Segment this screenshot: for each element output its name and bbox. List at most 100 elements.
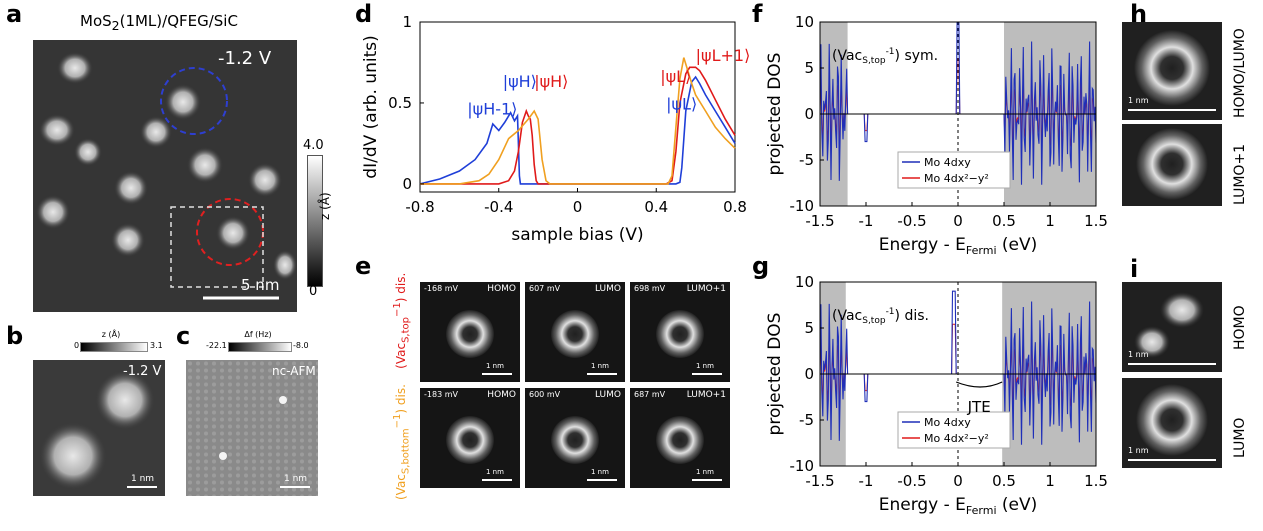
stm-tile-e-1-0: -183 mV HOMO 1 nm xyxy=(420,388,520,488)
series-line-d-0 xyxy=(419,75,736,185)
annotation-g: (VacS,top-1) dis. xyxy=(832,307,929,326)
stm-image-b-svg xyxy=(39,370,157,490)
panel-label-a: a xyxy=(6,0,23,28)
sim-image-i-top: 1 nm xyxy=(1122,282,1222,372)
stm-tile-e-0-2: 698 mV LUMO+1 1 nm xyxy=(630,282,730,382)
ytick-label-d-1: 0.5 xyxy=(388,94,412,112)
colorbar-b-max: 3.1 xyxy=(150,341,163,350)
colorbar-b-min: 0 xyxy=(74,341,80,350)
colorbar-c-min: -22.1 xyxy=(206,341,227,350)
tile-mv-e-1-1: 600 mV xyxy=(529,390,561,399)
afm-image-c: nc-AFM 1 nm xyxy=(186,360,318,496)
xtick-label-f-3: 0 xyxy=(953,212,963,230)
annotation-d-2: |ψH⟩ xyxy=(534,72,568,91)
jte-brace-g xyxy=(955,381,1003,388)
panel-label-i: i xyxy=(1130,255,1139,283)
panel-label-b: b xyxy=(6,322,24,350)
ytick-label-g-1: 5 xyxy=(804,319,814,337)
tile-scalebar-e-1-2: 1 nm xyxy=(696,468,714,476)
tile-name-e-0-0: HOMO xyxy=(487,284,516,294)
stm-tile-e-1-1: 600 mV LUMO 1 nm xyxy=(525,388,625,488)
tile-scalebar-e-0-1: 1 nm xyxy=(591,362,609,370)
i-label-homo: HOMO xyxy=(1232,305,1248,350)
xtick-label-f-4: 0.5 xyxy=(992,212,1016,230)
xtick-label-g-6: 1.5 xyxy=(1084,472,1108,490)
scalebar-label-i-top: 1 nm xyxy=(1128,350,1149,359)
colorbar-a xyxy=(307,155,323,287)
panel-label-e: e xyxy=(355,252,372,280)
i-label-lumo: LUMO xyxy=(1232,417,1248,458)
chart-g: -1.5 -1 -0.5 0 0.5 1 1.5 10 5 0 -5 -10 Energy - EFer… xyxy=(765,273,1108,517)
xtick-label-g-3: 0 xyxy=(953,472,963,490)
colorbar-a-min: 0 xyxy=(309,284,318,299)
tile-scalebar-e-1-0: 1 nm xyxy=(486,468,504,476)
colorbar-c-label: Δf (Hz) xyxy=(244,330,272,339)
xtick-label-d-3: 0.4 xyxy=(644,198,668,216)
legend-box-g xyxy=(897,411,1011,449)
legend-box-f xyxy=(897,151,1011,189)
legend-label-f-1: Mo 4dx²−y² xyxy=(924,172,989,185)
legend-label-g-0: Mo 4dxy xyxy=(924,416,971,429)
scalebar-label-c: 1 nm xyxy=(284,474,308,484)
stm-tile-e-1-2: 687 mV LUMO+1 1 nm xyxy=(630,388,730,488)
ytick-label-f-3: -5 xyxy=(799,151,814,169)
tile-mv-e-1-2: 687 mV xyxy=(634,390,666,399)
sim-image-h-top: 1 nm xyxy=(1122,22,1222,120)
ytick-label-g-4: -10 xyxy=(790,457,815,475)
stm-image-a-svg xyxy=(36,52,297,300)
panel-label-c: c xyxy=(176,322,191,350)
xtick-label-f-6: 1.5 xyxy=(1084,212,1108,230)
afm-image-c-svg xyxy=(186,360,318,496)
ylabel-g: projected DOS xyxy=(765,313,785,436)
xtick-label-f-5: 1 xyxy=(1045,212,1055,230)
xlabel-f: Energy - EFermi (eV) xyxy=(879,235,1038,257)
mode-label-c: nc-AFM xyxy=(272,364,316,378)
h-label-lumo1: LUMO+1 xyxy=(1232,143,1248,205)
tile-mv-e-0-1: 607 mV xyxy=(529,284,561,293)
panel-e-side-label: (VacS,bottom−1) dis. (VacS,top−1) dis. xyxy=(392,272,412,500)
chart-f: -1.5 -1 -0.5 0 0.5 1 1.5 10 5 0 -5 -10 Energy - EFer… xyxy=(765,13,1108,257)
tile-name-e-1-1: LUMO xyxy=(594,390,621,400)
tile-mv-e-0-0: -168 mV xyxy=(424,284,458,293)
h-label-homo-lumo: HOMO/LUMO xyxy=(1232,28,1248,118)
annotation-d-0: |ψH-1⟩ xyxy=(467,99,517,118)
ylabel-f: projected DOS xyxy=(765,53,785,176)
ytick-label-d-0: 0 xyxy=(402,175,412,193)
tile-scalebar-e-0-2: 1 nm xyxy=(696,362,714,370)
xtick-label-f-2: -0.5 xyxy=(897,212,926,230)
tile-scalebar-e-0-0: 1 nm xyxy=(486,362,504,370)
scalebar-label-b: 1 nm xyxy=(131,474,155,484)
colorbar-a-label: z (Å) xyxy=(318,192,332,220)
colorbar-c xyxy=(228,342,292,352)
ylabel-d: dI/dV (arb. units) xyxy=(361,35,381,178)
xtick-label-d-4: 0.8 xyxy=(723,198,747,216)
colorbar-b xyxy=(80,342,148,352)
annotation-d-4: |ψL+1⟩ xyxy=(696,46,750,65)
ytick-label-f-0: 10 xyxy=(795,13,814,31)
tile-mv-e-0-2: 698 mV xyxy=(634,284,666,293)
colorbar-b-label: z (Å) xyxy=(101,330,121,339)
xtick-label-d-2: 0 xyxy=(573,198,583,216)
stm-image-a: -1.2 V 5 nm xyxy=(33,40,297,312)
xtick-label-d-0: -0.8 xyxy=(405,198,434,216)
colorbar-a-max: 4.0 xyxy=(303,138,324,153)
panel-label-g: g xyxy=(752,252,770,280)
panel-label-h: h xyxy=(1130,0,1148,28)
tile-name-e-0-2: LUMO+1 xyxy=(686,284,726,294)
ytick-label-g-2: 0 xyxy=(804,365,814,383)
ytick-label-f-4: -10 xyxy=(790,197,815,215)
xtick-label-g-5: 1 xyxy=(1045,472,1055,490)
legend-label-g-1: Mo 4dx²−y² xyxy=(924,432,989,445)
ytick-label-g-3: -5 xyxy=(799,411,814,429)
sim-image-h-top-svg xyxy=(1128,30,1216,111)
series-line-d-2 xyxy=(420,57,736,185)
annotation-d-3: |ψL⟩ xyxy=(660,67,691,86)
panel-a-title: MoS2(1ML)/QFEG/SiC xyxy=(80,12,238,33)
xtick-label-d-1: -0.4 xyxy=(484,198,513,216)
sim-image-i-bottom-svg xyxy=(1128,384,1216,461)
xtick-label-g-2: -0.5 xyxy=(897,472,926,490)
xlabel-g: Energy - EFermi (eV) xyxy=(879,495,1038,517)
tile-name-e-1-0: HOMO xyxy=(487,390,516,400)
annotation-f: (VacS,top-1) sym. xyxy=(832,47,938,66)
xtick-label-f-1: -1 xyxy=(859,212,874,230)
